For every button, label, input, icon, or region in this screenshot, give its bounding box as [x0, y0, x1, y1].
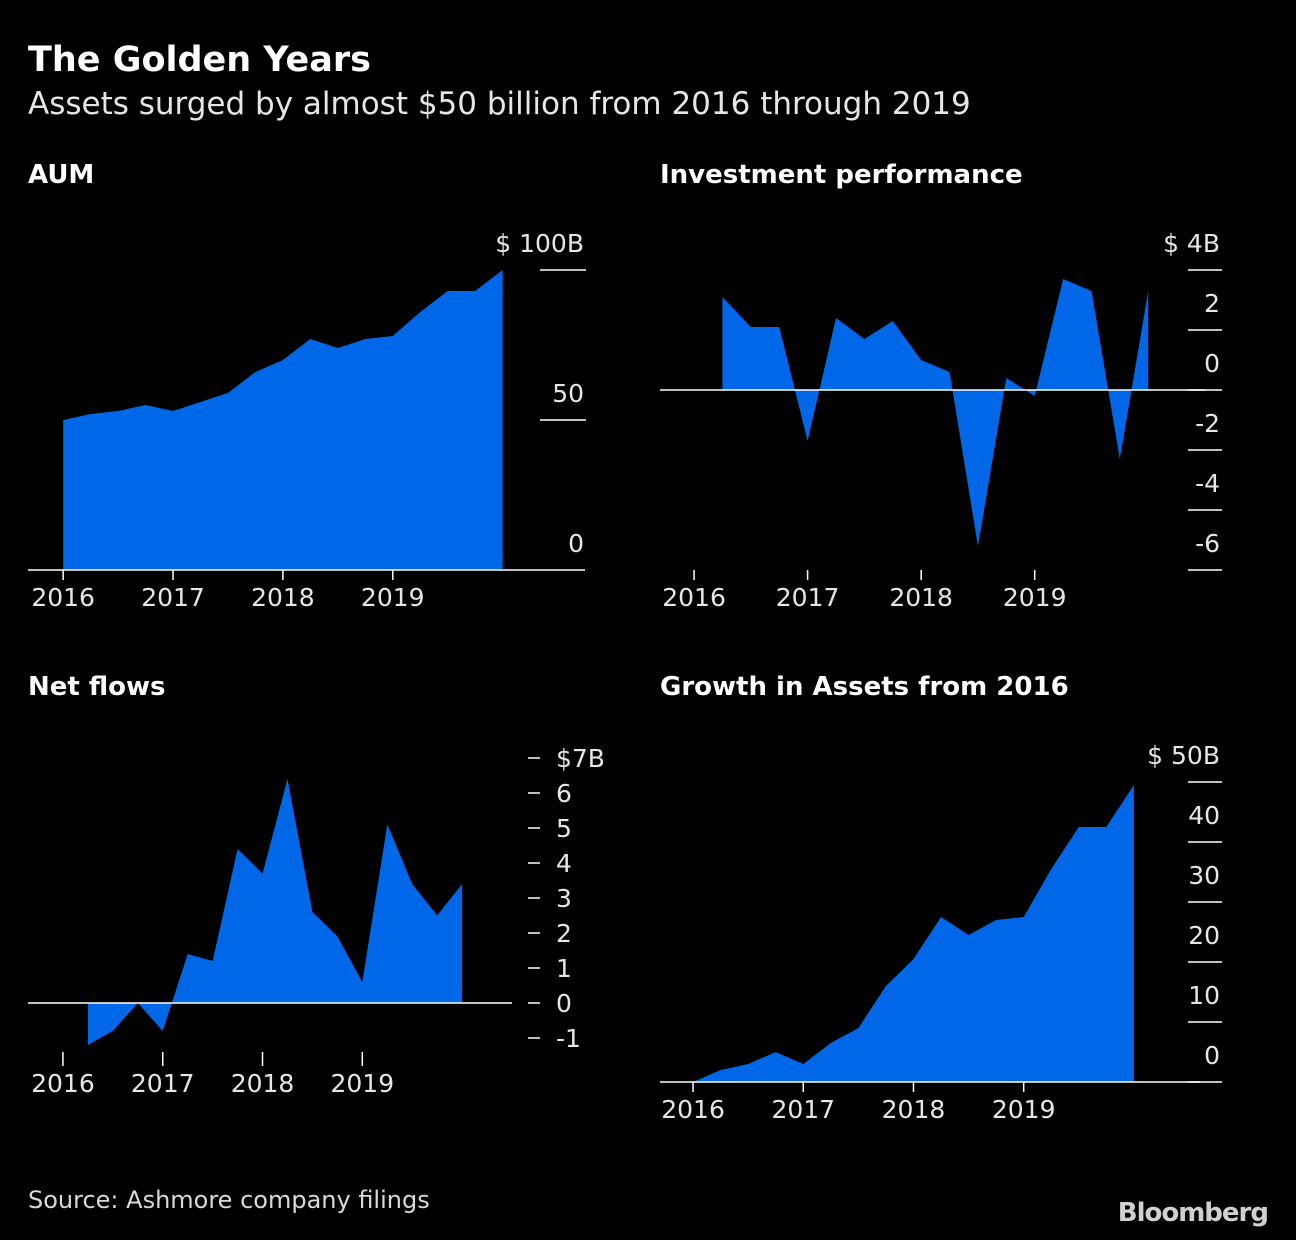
investment-ytick-label: -2 — [1195, 409, 1220, 438]
investment-ytick-label: -6 — [1195, 529, 1220, 558]
investment-ytick-label: 2 — [1204, 289, 1220, 318]
growth-ytick-label: $ 50B — [1147, 741, 1220, 770]
investment-xtick-label: 2016 — [662, 583, 726, 612]
aum-chart: 0 50 $ 100B 2016 2017 2018 2019 — [28, 229, 586, 612]
chart-subtitle: Assets surged by almost $50 billion from… — [28, 86, 971, 122]
investment-xtick-label: 2019 — [1003, 583, 1067, 612]
aum-ytick-label: 0 — [568, 529, 584, 558]
growth-xtick-label: 2018 — [882, 1095, 946, 1124]
investment-xtick-label: 2018 — [889, 583, 953, 612]
netflows-area — [87, 779, 463, 1045]
aum-panel-title: AUM — [28, 160, 95, 190]
aum-ytick-label: 50 — [552, 379, 584, 408]
netflows-ytick-label: 0 — [556, 989, 572, 1018]
netflows-ytick-label: 4 — [556, 849, 572, 878]
growth-xtick-label: 2016 — [661, 1095, 725, 1124]
aum-xtick-label: 2019 — [361, 583, 425, 612]
growth-area — [693, 785, 1134, 1082]
growth-xtick-label: 2017 — [771, 1095, 835, 1124]
investment-ytick-label: 0 — [1204, 349, 1220, 378]
growth-xtick-label: 2019 — [992, 1095, 1056, 1124]
netflows-xtick-label: 2017 — [131, 1069, 195, 1098]
aum-area — [63, 270, 503, 570]
netflows-ytick-label: 1 — [556, 954, 572, 983]
investment-chart: -6 -4 -2 0 2 $ 4B 2016 2017 2018 2019 — [660, 229, 1222, 612]
netflows-ytick-label: 5 — [556, 814, 572, 843]
netflows-ytick-label: 3 — [556, 884, 572, 913]
aum-xtick-label: 2017 — [141, 583, 205, 612]
netflows-ytick-label: 6 — [556, 779, 572, 808]
aum-xtick-label: 2018 — [251, 583, 315, 612]
investment-panel-title: Investment performance — [660, 160, 1023, 190]
growth-chart: 0 10 20 30 40 $ 50B 2016 2017 2018 2019 — [660, 741, 1222, 1124]
netflows-ytick-label: $7B — [556, 744, 605, 773]
aum-xtick-label: 2016 — [31, 583, 95, 612]
netflows-ytick-label: 2 — [556, 919, 572, 948]
investment-area — [722, 279, 1149, 546]
chart-title: The Golden Years — [28, 40, 371, 80]
netflows-xtick-label: 2018 — [231, 1069, 295, 1098]
bloomberg-logo: Bloomberg — [1117, 1198, 1269, 1228]
netflows-xtick-label: 2016 — [31, 1069, 95, 1098]
aum-ytick-label: $ 100B — [495, 229, 584, 258]
growth-panel-title: Growth in Assets from 2016 — [660, 672, 1069, 702]
source-note: Source: Ashmore company filings — [28, 1186, 430, 1214]
investment-xtick-label: 2017 — [776, 583, 840, 612]
netflows-panel-title: Net flows — [28, 672, 166, 702]
netflows-chart: -1 0 1 2 3 4 5 6 $7B 2016 2017 2018 2019 — [28, 744, 605, 1098]
netflows-ytick-label: -1 — [556, 1024, 581, 1053]
growth-ytick-label: 10 — [1188, 981, 1220, 1010]
netflows-xtick-label: 2019 — [330, 1069, 394, 1098]
investment-ytick-label: -4 — [1195, 469, 1220, 498]
growth-ytick-label: 40 — [1188, 801, 1220, 830]
growth-ytick-label: 20 — [1188, 921, 1220, 950]
investment-ytick-label: $ 4B — [1163, 229, 1220, 258]
growth-ytick-label: 0 — [1204, 1041, 1220, 1070]
growth-ytick-label: 30 — [1188, 861, 1220, 890]
